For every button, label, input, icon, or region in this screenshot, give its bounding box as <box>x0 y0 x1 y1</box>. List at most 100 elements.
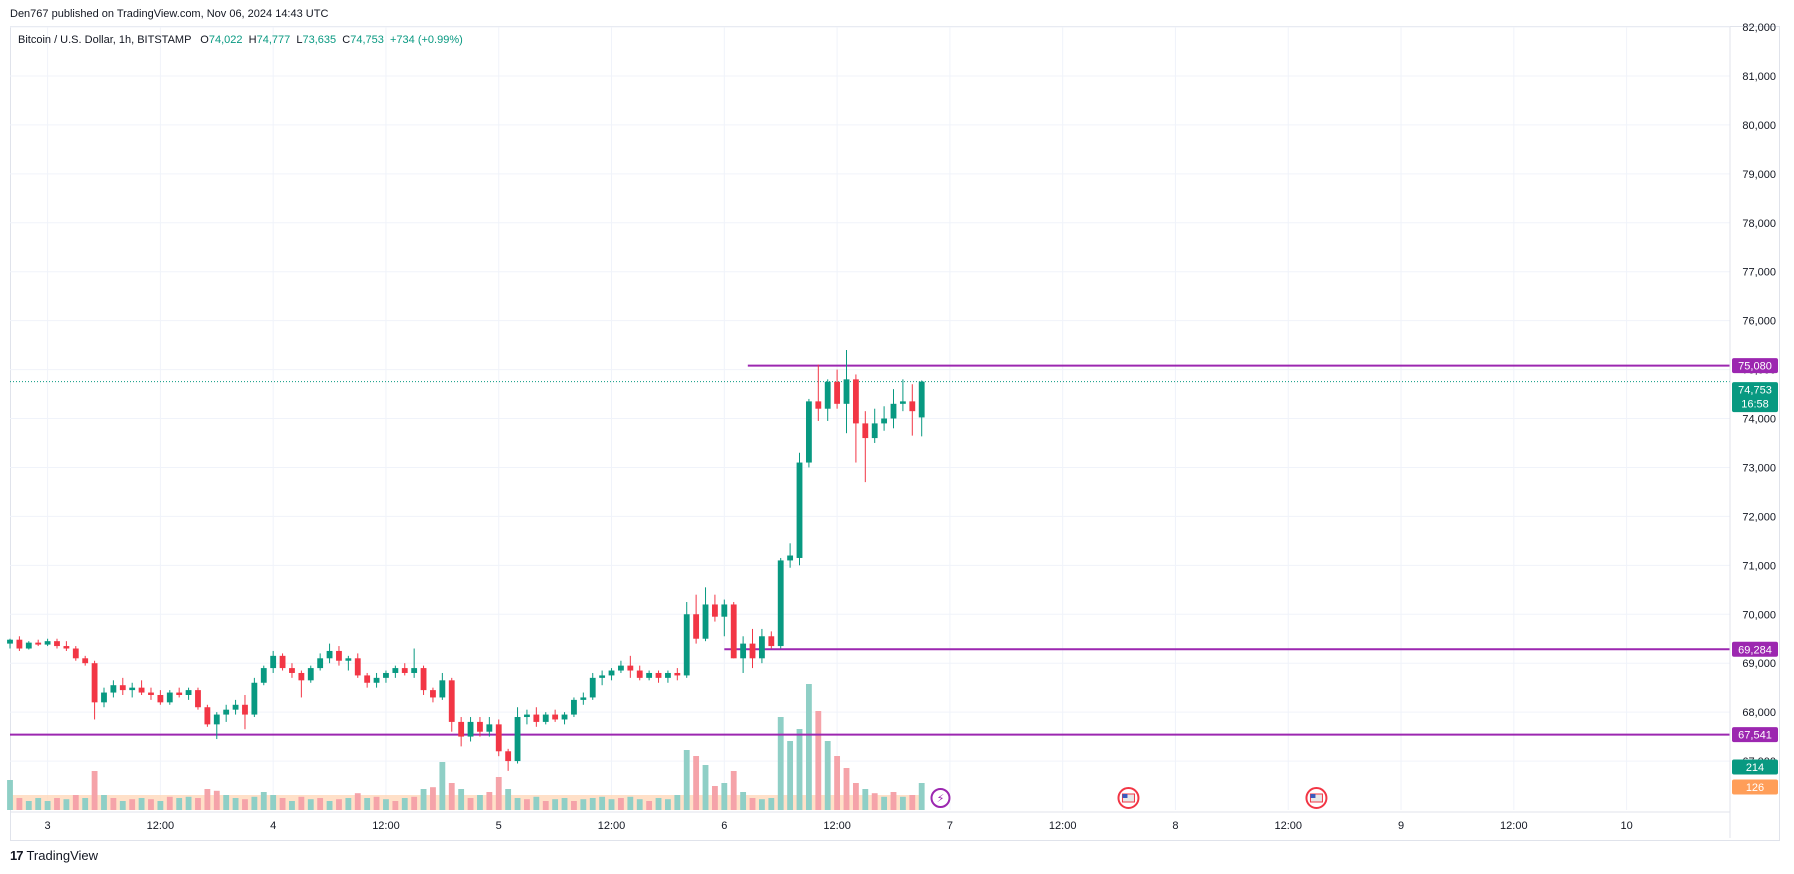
volume-bar <box>580 799 587 810</box>
close-value: 74,753 <box>350 34 384 46</box>
volume-bars <box>7 684 925 810</box>
x-tick-label: 7 <box>947 820 953 832</box>
y-tick-label: 69,000 <box>1742 658 1776 670</box>
volume-bar <box>448 783 455 810</box>
y-tick-label: 68,000 <box>1742 707 1776 719</box>
candle-body <box>843 379 850 404</box>
candle-body <box>448 680 455 722</box>
volume-bar <box>787 741 794 810</box>
level-price-tag <box>1732 641 1778 657</box>
level-price-tag <box>1732 358 1778 374</box>
volume-bar <box>730 771 737 810</box>
tradingview-logo-icon: 17 <box>10 848 24 863</box>
volume-value-tag <box>1732 759 1778 775</box>
volume-bar <box>336 799 342 810</box>
candle-body <box>486 724 493 732</box>
candle-body <box>824 381 831 409</box>
volume-bar <box>138 798 145 810</box>
volume-bar <box>213 790 220 810</box>
change-value: +734 (+0.99%) <box>390 34 463 46</box>
candle-body <box>599 675 606 678</box>
volume-bar <box>91 771 98 810</box>
volume-bar <box>364 798 371 810</box>
symbol-legend: Bitcoin / U.S. Dollar, 1h, BITSTAMP O74,… <box>18 34 463 46</box>
volume-bar <box>270 795 277 810</box>
volume-bar <box>712 786 718 810</box>
volume-bar <box>618 798 624 810</box>
symbol-title: Bitcoin / U.S. Dollar, 1h, BITSTAMP <box>18 34 192 46</box>
candle-body <box>665 672 671 678</box>
volume-bar <box>467 798 474 810</box>
volume-bar <box>383 799 389 810</box>
y-tick-label: 81,000 <box>1742 71 1776 83</box>
volume-bar <box>758 799 765 810</box>
high-value: 74,777 <box>256 34 291 46</box>
volume-bar <box>571 801 577 810</box>
volume-bar <box>110 798 117 810</box>
candle-body <box>805 401 812 463</box>
candle-body <box>383 672 389 678</box>
volume-bar <box>890 792 897 810</box>
volume-bar <box>25 801 32 810</box>
flag-canton-icon <box>1122 794 1128 798</box>
candle-body <box>129 687 136 691</box>
candle-body <box>571 699 577 715</box>
candle-body <box>270 655 277 669</box>
open-value: 74,022 <box>208 34 243 46</box>
candle-body <box>260 668 267 683</box>
candle-body <box>251 682 258 715</box>
x-tick-label: 8 <box>1172 820 1178 832</box>
volume-bar <box>805 684 812 810</box>
open-label: O <box>200 34 209 46</box>
x-tick-label: 12:00 <box>1274 820 1302 832</box>
volume-ma-area <box>10 795 922 810</box>
volume-bar <box>195 798 201 810</box>
volume-bar <box>749 798 756 810</box>
x-tick-label: 6 <box>721 820 727 832</box>
y-tick-label: 70,000 <box>1742 609 1776 621</box>
candle-body <box>636 670 643 678</box>
volume-bar <box>82 798 89 810</box>
volume-bar <box>54 798 60 810</box>
candle-body <box>25 642 32 649</box>
volume-bar <box>824 741 831 810</box>
volume-bar <box>909 795 916 810</box>
candle-body <box>552 714 559 720</box>
volume-bar <box>148 799 154 810</box>
flag-canton-icon <box>1310 794 1316 798</box>
volume-value-label: 214 <box>1746 762 1764 774</box>
y-tick-label: 76,000 <box>1742 316 1776 328</box>
volume-bar <box>495 777 502 810</box>
candle-body <box>477 721 483 732</box>
candle-body <box>166 692 173 703</box>
candle-body <box>430 690 436 698</box>
candle-body <box>242 704 248 715</box>
candle-body <box>524 714 530 718</box>
candle-body <box>467 721 474 737</box>
y-tick-label: 82,000 <box>1742 22 1776 34</box>
volume-bar <box>815 711 822 810</box>
last-price-countdown: 16:58 <box>1741 399 1769 411</box>
candle-body <box>589 677 596 698</box>
volume-bar <box>129 799 136 810</box>
volume-bar <box>392 801 399 810</box>
candle-body <box>768 636 775 647</box>
candle-body <box>232 704 239 710</box>
tradingview-logo[interactable]: 17 TradingView <box>10 848 98 863</box>
candle-body <box>176 692 183 695</box>
volume-bar <box>477 795 483 810</box>
low-label: L <box>296 34 303 46</box>
earnings-event-icon <box>930 788 951 808</box>
candle-body <box>834 381 841 404</box>
candle-body <box>871 423 878 439</box>
candle-body <box>495 724 502 752</box>
volume-bar <box>119 801 126 810</box>
volume-bar <box>777 717 784 810</box>
level-price-label: 75,080 <box>1738 361 1772 373</box>
x-tick-label: 12:00 <box>372 820 400 832</box>
candle-body <box>777 560 784 647</box>
volume-bar <box>862 789 869 810</box>
candle-body <box>204 707 211 725</box>
candle-body <box>561 714 568 720</box>
